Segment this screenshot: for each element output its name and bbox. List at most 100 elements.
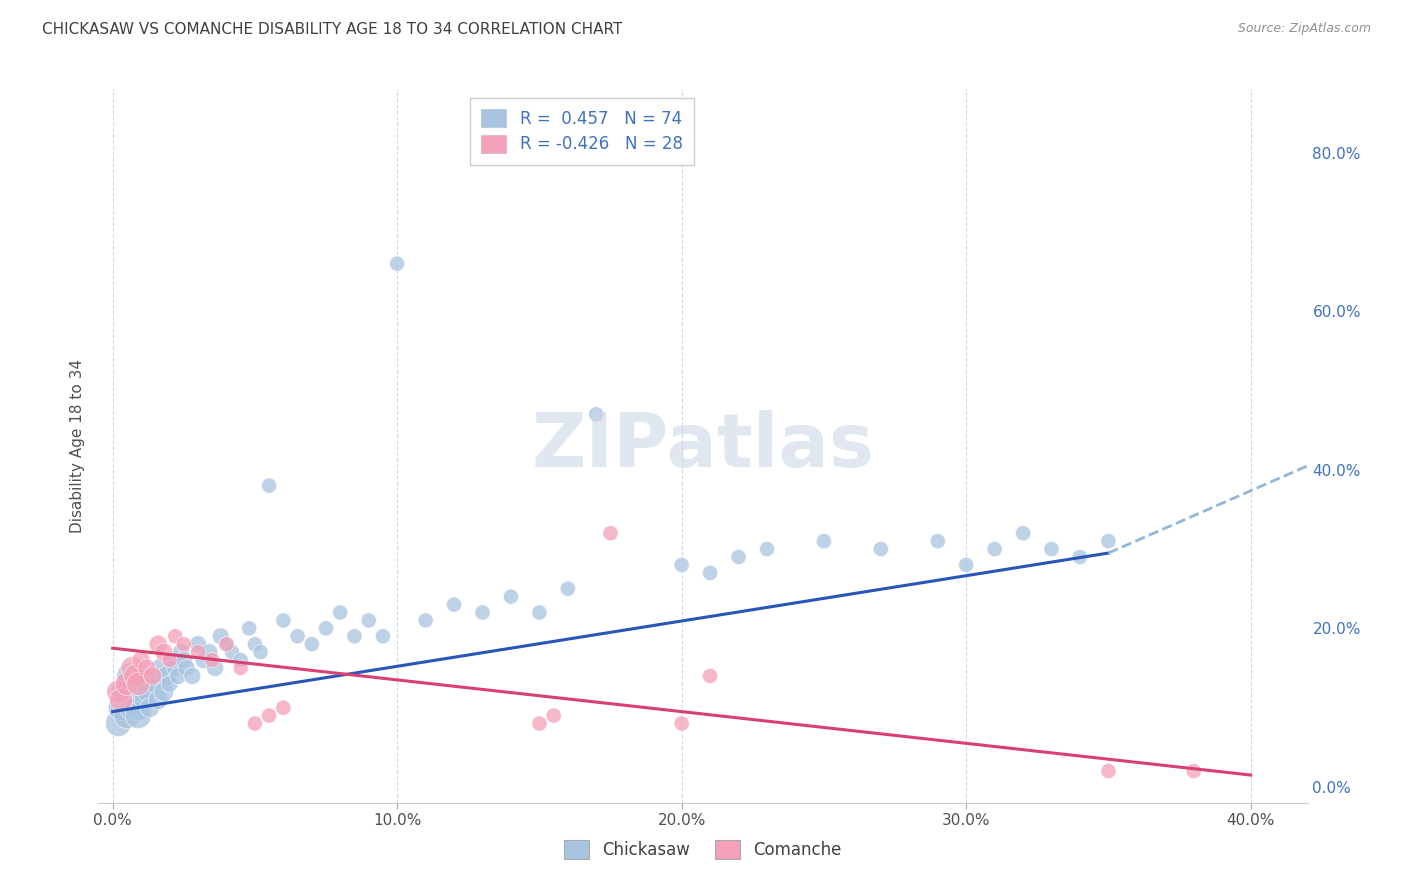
Point <box>124 692 146 706</box>
Point <box>129 653 152 667</box>
Point <box>257 478 280 492</box>
Point <box>229 653 252 667</box>
Point <box>153 645 176 659</box>
Point <box>209 629 232 643</box>
Point <box>671 558 693 572</box>
Point <box>159 653 181 667</box>
Point <box>257 708 280 723</box>
Point <box>215 637 238 651</box>
Point <box>1182 764 1205 778</box>
Point <box>201 653 224 667</box>
Point <box>141 669 163 683</box>
Point <box>127 677 149 691</box>
Point <box>699 669 721 683</box>
Point <box>315 621 337 635</box>
Point <box>727 549 749 564</box>
Point <box>146 637 169 651</box>
Point <box>238 621 260 635</box>
Point <box>869 542 891 557</box>
Point <box>415 614 437 628</box>
Point <box>121 685 143 699</box>
Point <box>955 558 977 572</box>
Point <box>273 700 295 714</box>
Point <box>132 677 155 691</box>
Point <box>385 257 408 271</box>
Point <box>124 669 146 683</box>
Point <box>146 692 169 706</box>
Point <box>756 542 779 557</box>
Point <box>129 685 152 699</box>
Point <box>150 661 173 675</box>
Point <box>132 692 155 706</box>
Point <box>529 716 551 731</box>
Text: CHICKASAW VS COMANCHE DISABILITY AGE 18 TO 34 CORRELATION CHART: CHICKASAW VS COMANCHE DISABILITY AGE 18 … <box>42 22 623 37</box>
Point <box>115 692 138 706</box>
Point <box>443 598 465 612</box>
Point <box>1012 526 1035 541</box>
Point <box>173 637 195 651</box>
Point <box>187 645 209 659</box>
Point <box>118 669 141 683</box>
Point <box>301 637 323 651</box>
Point <box>141 669 163 683</box>
Point <box>110 700 132 714</box>
Point <box>162 653 184 667</box>
Point <box>221 645 243 659</box>
Point <box>115 677 138 691</box>
Point <box>165 629 187 643</box>
Point <box>167 669 190 683</box>
Point <box>121 700 143 714</box>
Point <box>813 534 835 549</box>
Point <box>529 606 551 620</box>
Point <box>115 708 138 723</box>
Point <box>135 661 157 675</box>
Point <box>176 661 198 675</box>
Point <box>543 708 565 723</box>
Point <box>1069 549 1091 564</box>
Text: Source: ZipAtlas.com: Source: ZipAtlas.com <box>1237 22 1371 36</box>
Point <box>127 700 149 714</box>
Point <box>1097 764 1119 778</box>
Point <box>127 708 149 723</box>
Point <box>112 685 135 699</box>
Point <box>927 534 949 549</box>
Point <box>357 614 380 628</box>
Point <box>699 566 721 580</box>
Point <box>107 716 129 731</box>
Point <box>243 716 266 731</box>
Point <box>671 716 693 731</box>
Point <box>173 653 195 667</box>
Point <box>110 692 132 706</box>
Point <box>471 606 494 620</box>
Point <box>156 669 179 683</box>
Point <box>499 590 522 604</box>
Point <box>187 637 209 651</box>
Point <box>557 582 579 596</box>
Point <box>181 669 204 683</box>
Point <box>198 645 221 659</box>
Legend: Chickasaw, Comanche: Chickasaw, Comanche <box>557 834 849 866</box>
Point <box>121 661 143 675</box>
Point <box>107 685 129 699</box>
Point <box>193 653 215 667</box>
Point <box>165 661 187 675</box>
Text: ZIPatlas: ZIPatlas <box>531 409 875 483</box>
Point <box>129 669 152 683</box>
Point <box>204 661 226 675</box>
Point <box>159 677 181 691</box>
Point <box>249 645 271 659</box>
Point <box>215 637 238 651</box>
Point <box>585 407 607 421</box>
Y-axis label: Disability Age 18 to 34: Disability Age 18 to 34 <box>69 359 84 533</box>
Point <box>229 661 252 675</box>
Point <box>1097 534 1119 549</box>
Point <box>343 629 366 643</box>
Point <box>287 629 309 643</box>
Point <box>124 677 146 691</box>
Point <box>243 637 266 651</box>
Point <box>983 542 1005 557</box>
Point <box>153 685 176 699</box>
Point <box>138 700 160 714</box>
Point <box>599 526 621 541</box>
Point <box>118 677 141 691</box>
